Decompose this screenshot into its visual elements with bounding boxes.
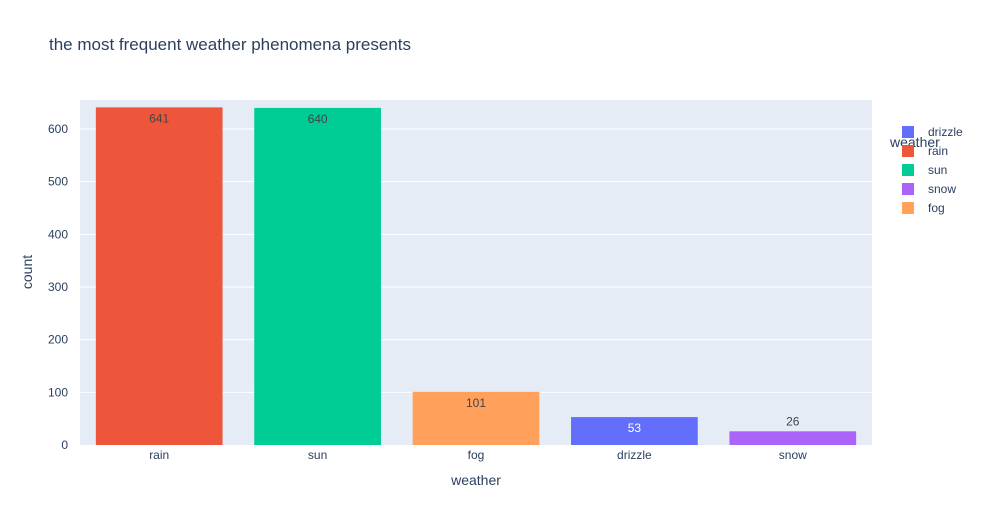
y-tick-label: 400: [48, 227, 68, 241]
chart-title: the most frequent weather phenomena pres…: [49, 35, 411, 54]
legend-title: weather: [889, 134, 940, 150]
bar-sun: [254, 107, 381, 446]
data-label-sun: 640: [308, 112, 328, 126]
legend-item-drizzle[interactable]: drizzle: [928, 125, 963, 139]
legend-swatch-rain[interactable]: [902, 145, 914, 157]
legend-swatch-snow[interactable]: [902, 183, 914, 195]
y-tick-label: 500: [48, 175, 68, 189]
y-tick-label: 0: [61, 438, 68, 452]
y-axis-title: count: [19, 255, 35, 289]
bar-fog: [412, 391, 540, 445]
y-tick-label: 600: [48, 122, 68, 136]
legend: weather drizzle rain sun snow fog: [889, 125, 963, 215]
x-tick-label-snow: snow: [779, 448, 807, 462]
x-tick-label-drizzle: drizzle: [617, 448, 652, 462]
y-tick-label: 300: [48, 280, 68, 294]
y-axis-ticks: 0 100 200 300 400 500 600: [48, 122, 68, 452]
legend-item-fog[interactable]: fog: [928, 201, 945, 215]
legend-swatch-fog[interactable]: [902, 202, 914, 214]
legend-item-sun[interactable]: sun: [928, 163, 947, 177]
x-tick-label-rain: rain: [149, 448, 169, 462]
bar-snow: [729, 431, 857, 445]
data-label-rain: 641: [149, 111, 169, 125]
bar-drizzle: [571, 417, 698, 445]
data-labels: 641 640 101 53 26: [149, 111, 800, 435]
x-axis-title: weather: [450, 472, 501, 488]
legend-item-snow[interactable]: snow: [928, 182, 956, 196]
data-label-snow: 26: [786, 414, 800, 428]
legend-swatch-drizzle[interactable]: [902, 126, 914, 138]
x-axis-ticks: rain sun fog drizzle snow: [149, 448, 807, 462]
legend-item-rain[interactable]: rain: [928, 144, 948, 158]
data-label-fog: 101: [466, 396, 486, 410]
x-tick-label-sun: sun: [308, 448, 327, 462]
bar-rain: [95, 107, 223, 445]
legend-swatch-sun[interactable]: [902, 164, 914, 176]
y-tick-label: 100: [48, 385, 68, 399]
x-tick-label-fog: fog: [468, 448, 485, 462]
bars: [95, 107, 857, 446]
y-tick-label: 200: [48, 333, 68, 347]
data-label-drizzle: 53: [628, 421, 642, 435]
